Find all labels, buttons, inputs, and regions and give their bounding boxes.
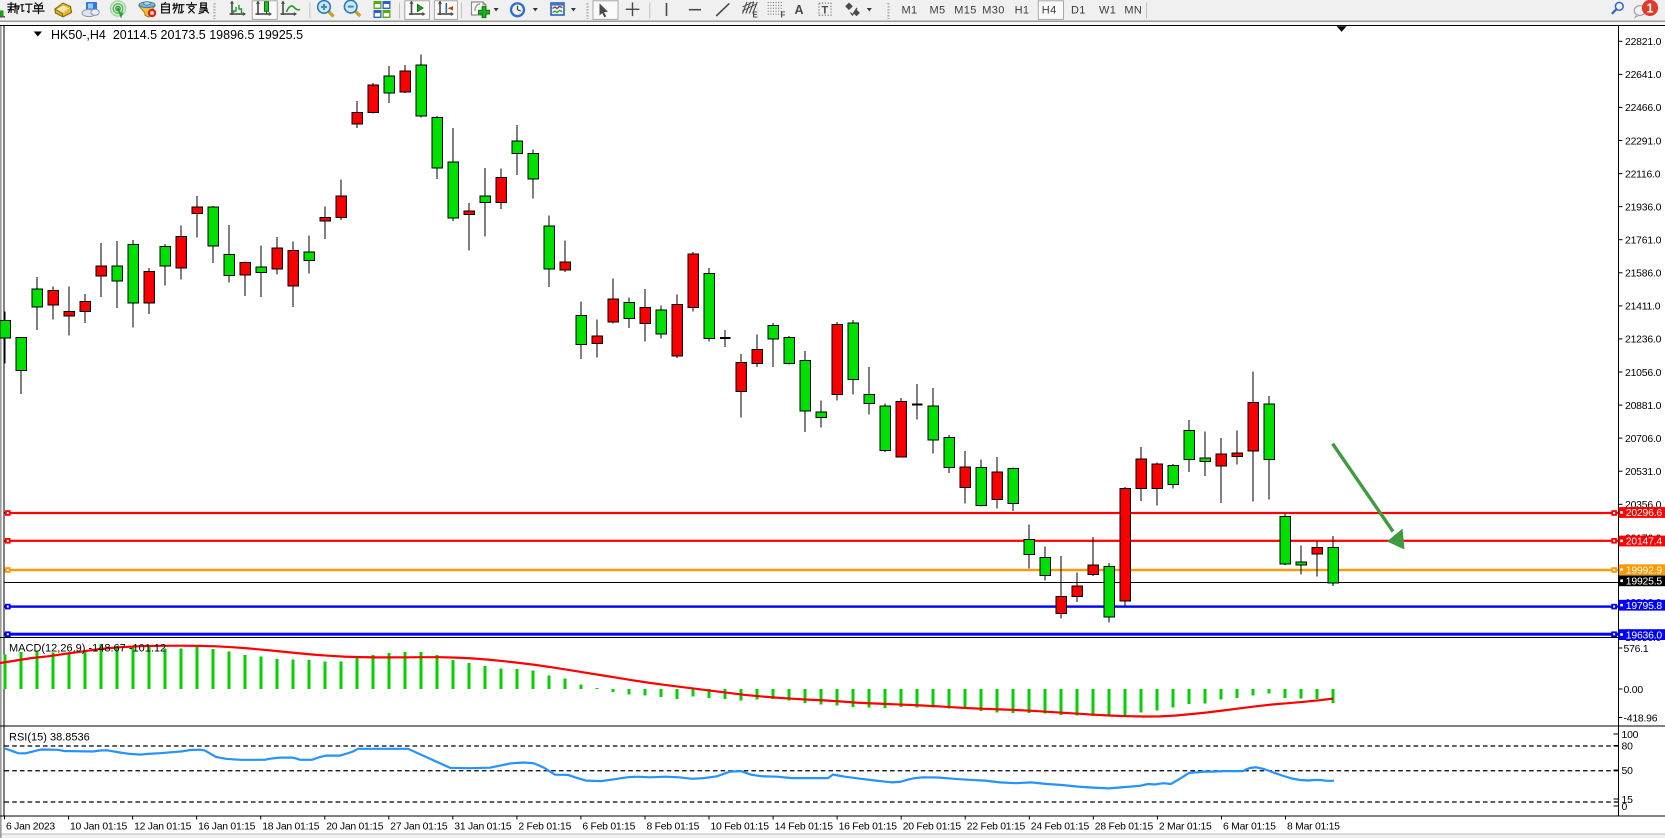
svg-text:0: 0 xyxy=(1622,802,1628,813)
svg-text:22641.0: 22641.0 xyxy=(1625,70,1662,81)
svg-text:8 Mar 01:15: 8 Mar 01:15 xyxy=(1287,822,1340,833)
svg-text:21236.0: 21236.0 xyxy=(1625,335,1662,346)
svg-text:HK50-,H4 20114.5 20173.5 1989: HK50-,H4 20114.5 20173.5 19896.5 19925.5 xyxy=(51,28,303,42)
svg-text:H4: H4 xyxy=(1042,5,1057,17)
svg-text:24 Feb 01:15: 24 Feb 01:15 xyxy=(1031,822,1090,833)
svg-text:18 Jan 01:15: 18 Jan 01:15 xyxy=(262,822,320,833)
svg-text:W1: W1 xyxy=(1099,5,1116,17)
svg-text:6 Mar 01:15: 6 Mar 01:15 xyxy=(1223,822,1276,833)
svg-text:19925.5: 19925.5 xyxy=(1626,577,1663,588)
svg-text:20356.0: 20356.0 xyxy=(1625,500,1662,511)
svg-text:M5: M5 xyxy=(929,5,945,17)
svg-text:M1: M1 xyxy=(901,5,917,17)
svg-text:19992.9: 19992.9 xyxy=(1626,565,1663,576)
svg-text:20531.0: 20531.0 xyxy=(1625,467,1662,478)
svg-text:10 Jan 01:15: 10 Jan 01:15 xyxy=(70,822,128,833)
svg-text:MN: MN xyxy=(1124,5,1142,17)
svg-text:T: T xyxy=(822,4,829,16)
svg-text:12 Jan 01:15: 12 Jan 01:15 xyxy=(134,822,192,833)
svg-text:H1: H1 xyxy=(1015,5,1030,17)
svg-text:19795.8: 19795.8 xyxy=(1626,601,1663,612)
svg-text:15: 15 xyxy=(1622,795,1634,806)
svg-text:22116.0: 22116.0 xyxy=(1625,169,1661,180)
svg-text:F: F xyxy=(781,11,786,20)
svg-text:10 Feb 01:15: 10 Feb 01:15 xyxy=(711,822,770,833)
svg-text:20 Jan 01:15: 20 Jan 01:15 xyxy=(326,822,384,833)
svg-text:22466.0: 22466.0 xyxy=(1625,103,1662,114)
svg-text:20296.6: 20296.6 xyxy=(1626,508,1663,519)
svg-text:16 Jan 01:15: 16 Jan 01:15 xyxy=(198,822,256,833)
svg-text:27 Jan 01:15: 27 Jan 01:15 xyxy=(390,822,448,833)
svg-text:8 Feb 01:15: 8 Feb 01:15 xyxy=(647,822,700,833)
svg-text:28 Feb 01:15: 28 Feb 01:15 xyxy=(1095,822,1154,833)
svg-text:20881.0: 20881.0 xyxy=(1625,401,1662,412)
svg-text:31 Jan 01:15: 31 Jan 01:15 xyxy=(454,822,512,833)
svg-text:16 Feb 01:15: 16 Feb 01:15 xyxy=(839,822,898,833)
svg-text:21936.0: 21936.0 xyxy=(1625,202,1662,213)
svg-text:2 Feb 01:15: 2 Feb 01:15 xyxy=(518,822,571,833)
svg-text:M30: M30 xyxy=(982,5,1005,17)
svg-text:22 Feb 01:15: 22 Feb 01:15 xyxy=(967,822,1026,833)
svg-text:RSI(15) 38.8536: RSI(15) 38.8536 xyxy=(9,732,90,744)
svg-text:19636.0: 19636.0 xyxy=(1626,630,1663,641)
svg-text:20147.4: 20147.4 xyxy=(1626,537,1663,548)
svg-text:21056.0: 21056.0 xyxy=(1625,368,1662,379)
svg-text:14 Feb 01:15: 14 Feb 01:15 xyxy=(775,822,834,833)
svg-text:6 Feb 01:15: 6 Feb 01:15 xyxy=(582,822,635,833)
svg-text:21586.0: 21586.0 xyxy=(1625,269,1662,280)
svg-text:E: E xyxy=(753,11,759,20)
svg-text:M15: M15 xyxy=(954,5,977,17)
svg-text:50: 50 xyxy=(1622,766,1634,777)
svg-text:0.00: 0.00 xyxy=(1624,685,1644,696)
svg-text:22821.0: 22821.0 xyxy=(1625,37,1662,48)
svg-text:2 Mar 01:15: 2 Mar 01:15 xyxy=(1159,822,1212,833)
svg-text:21411.0: 21411.0 xyxy=(1625,302,1661,313)
svg-text:576.1: 576.1 xyxy=(1624,644,1649,655)
svg-text:80: 80 xyxy=(1622,741,1634,752)
svg-text:-418.96: -418.96 xyxy=(1624,713,1658,724)
svg-text:6 Jan 2023: 6 Jan 2023 xyxy=(6,822,55,833)
svg-text:1: 1 xyxy=(1647,1,1654,15)
svg-text:100: 100 xyxy=(1622,730,1639,741)
svg-text:20706.0: 20706.0 xyxy=(1625,434,1662,445)
svg-text:21761.0: 21761.0 xyxy=(1625,236,1662,247)
svg-text:20 Feb 01:15: 20 Feb 01:15 xyxy=(903,822,962,833)
svg-text:MACD(12,26,9) -148.67 -101.12: MACD(12,26,9) -148.67 -101.12 xyxy=(9,643,166,655)
svg-text:A: A xyxy=(795,3,804,17)
svg-text:22291.0: 22291.0 xyxy=(1625,136,1662,147)
svg-text:D1: D1 xyxy=(1071,5,1086,17)
